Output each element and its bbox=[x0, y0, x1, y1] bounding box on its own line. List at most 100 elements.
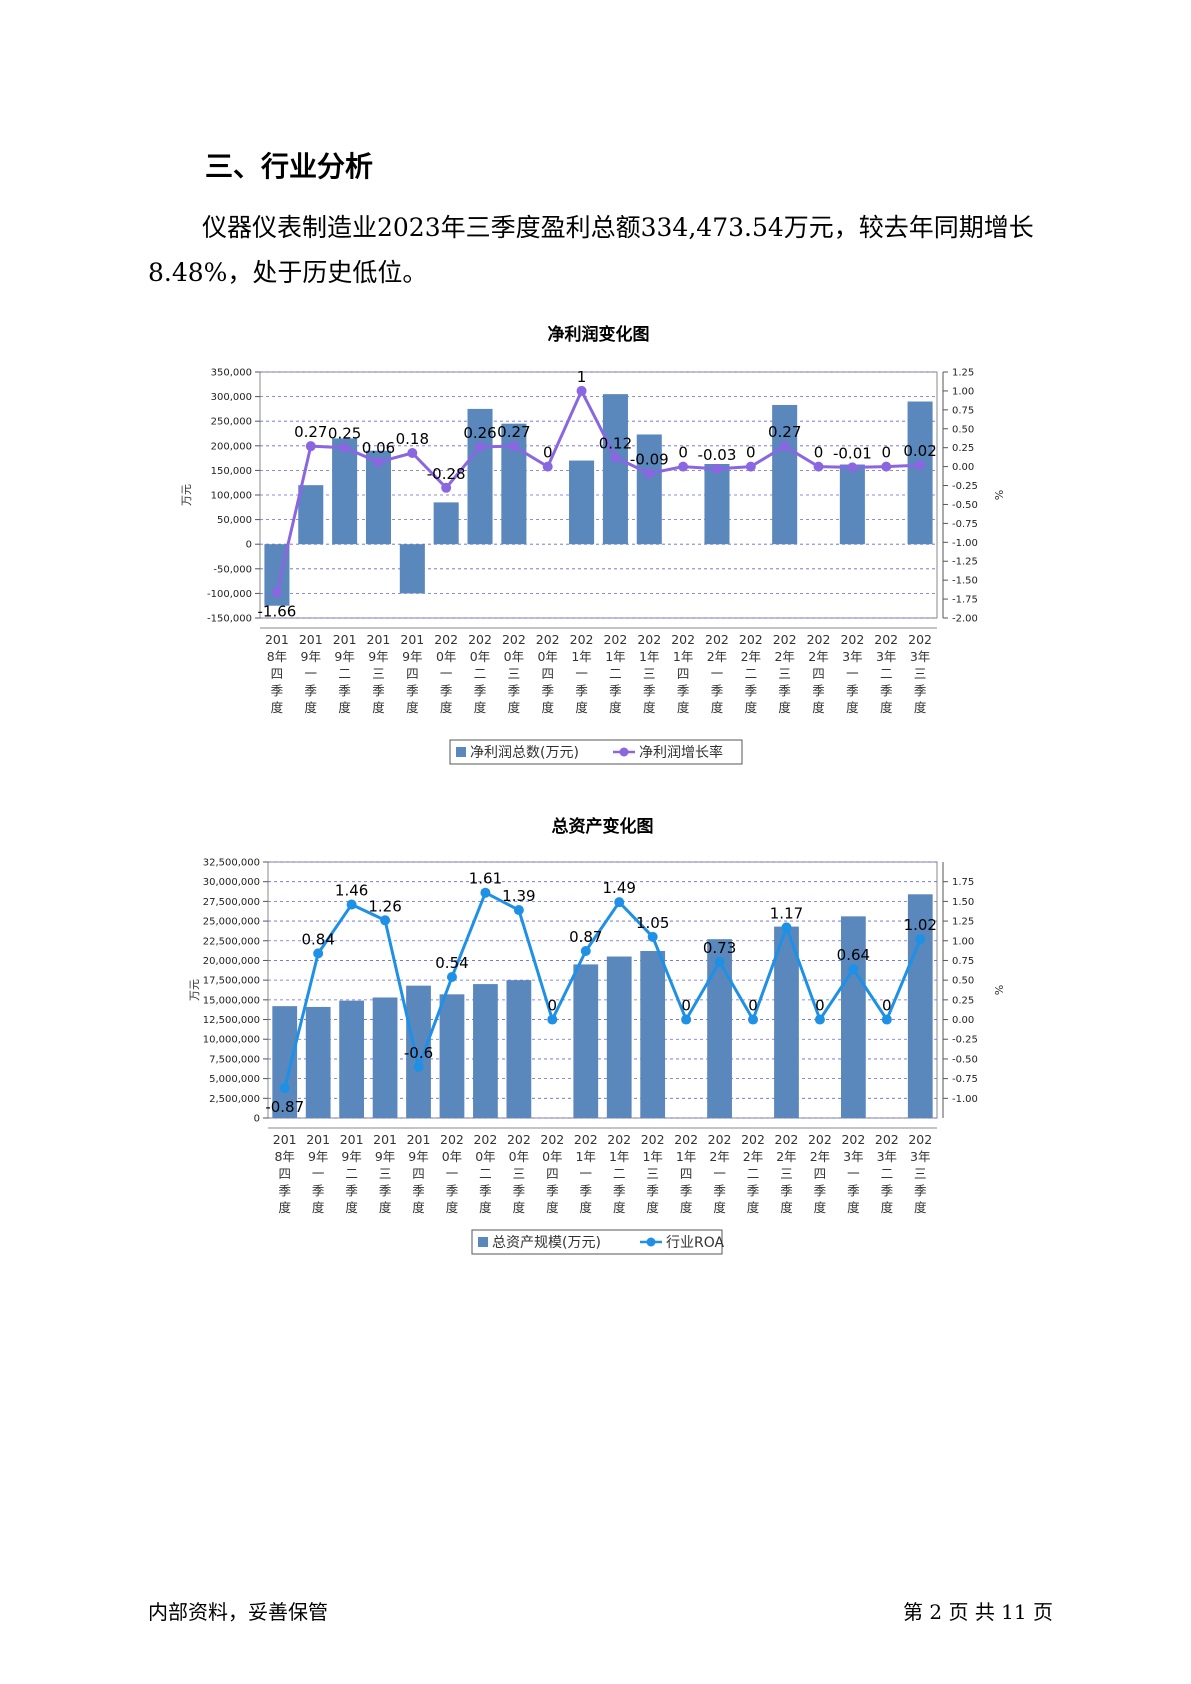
legend-line-label: 行业ROA bbox=[666, 1235, 725, 1251]
net-profit-chart: 净利润变化图 -150,000 -100,000 -50,000 0 50,000 100,… bbox=[180, 324, 1005, 765]
data-label: 1.49 bbox=[603, 879, 636, 897]
y2-tick-label: -0.25 bbox=[952, 1035, 978, 1046]
data-label: 0.84 bbox=[301, 930, 334, 948]
y2-tick-label: 0.50 bbox=[952, 976, 974, 987]
x-tick-label: 202 1年二季度 bbox=[603, 632, 627, 715]
line-point-11 bbox=[610, 452, 621, 463]
legend-bar-label: 总资产规模(万元) bbox=[492, 1235, 601, 1251]
y-tick-label: -50,000 bbox=[213, 564, 252, 575]
line-point-8 bbox=[513, 905, 524, 916]
x-tick-label: 202 1年一季度 bbox=[570, 632, 594, 715]
data-label: 0.27 bbox=[497, 423, 530, 441]
x-tick-label: 202 3年一季度 bbox=[840, 632, 864, 715]
y-tick-label: 0 bbox=[254, 1114, 260, 1125]
legend-box bbox=[471, 1229, 723, 1255]
x-tick-label: 202 1年三季度 bbox=[641, 1132, 665, 1215]
y2-tick-label: 1.00 bbox=[952, 936, 974, 947]
line-series bbox=[275, 389, 921, 593]
line-point-18 bbox=[848, 964, 859, 975]
y2-tick-label: -1.50 bbox=[952, 576, 978, 587]
x-tick-label: 202 1年一季度 bbox=[574, 1132, 598, 1215]
line-point-14 bbox=[714, 957, 725, 968]
y-tick-label: 350,000 bbox=[211, 368, 252, 379]
x-tick-label: 202 0年二季度 bbox=[468, 632, 492, 715]
x-tick-label: 202 2年一季度 bbox=[708, 1132, 732, 1215]
line-series bbox=[283, 891, 922, 1089]
legend-line-label: 净利润增长率 bbox=[639, 744, 723, 761]
y-tick-label: 7,500,000 bbox=[209, 1054, 260, 1065]
x-tick-label: 202 3年一季度 bbox=[841, 1132, 865, 1215]
x-tick-label: 202 3年二季度 bbox=[875, 1132, 899, 1215]
line-point-4 bbox=[380, 915, 391, 926]
y-tick-label: 0 bbox=[246, 540, 252, 551]
bar-12 bbox=[636, 434, 662, 545]
line-point-5 bbox=[407, 447, 418, 458]
bar-5 bbox=[399, 544, 425, 594]
x-tick-label: 202 2年二季度 bbox=[741, 1132, 765, 1215]
y-tick-label: 17,500,000 bbox=[203, 976, 260, 987]
bar-18 bbox=[840, 916, 866, 1118]
line-point-2 bbox=[313, 948, 324, 959]
data-label: -0.87 bbox=[265, 1098, 304, 1116]
bar-6 bbox=[439, 994, 465, 1118]
data-label: 0.25 bbox=[328, 425, 361, 443]
bar-20 bbox=[907, 894, 933, 1118]
bar-11 bbox=[606, 956, 632, 1118]
data-label: 1.17 bbox=[770, 904, 803, 922]
line-point-9 bbox=[547, 1014, 558, 1025]
line-point-7 bbox=[480, 887, 491, 898]
x-tick-label: 202 0年二季度 bbox=[473, 1132, 497, 1215]
data-label: 1 bbox=[577, 368, 587, 386]
y-tick-label: 20,000,000 bbox=[203, 956, 260, 967]
line-point-1 bbox=[279, 1083, 290, 1094]
y-tick-label: 5,000,000 bbox=[209, 1074, 260, 1085]
x-tick-label: 202 1年四季度 bbox=[674, 1132, 698, 1215]
line-point-9 bbox=[542, 461, 553, 472]
analysis-paragraph: 仪器仪表制造业2023年三季度盈利总额334,473.54万元，较去年同期增长8… bbox=[148, 213, 1034, 287]
legend-bar-swatch bbox=[456, 747, 466, 757]
y2-tick-label: -0.25 bbox=[952, 481, 978, 492]
data-label: -0.03 bbox=[698, 446, 737, 464]
data-label: 0 bbox=[678, 444, 688, 462]
y-tick-label: 10,000,000 bbox=[203, 1035, 260, 1046]
footer-confidential: 内部资料，妥善保管 bbox=[148, 1600, 328, 1624]
y-axis-label: 万元 bbox=[188, 979, 201, 1001]
data-label: 0.06 bbox=[362, 439, 395, 457]
line-point-15 bbox=[745, 461, 756, 472]
line-point-10 bbox=[576, 385, 587, 396]
line-point-17 bbox=[814, 1014, 825, 1025]
data-label: 0.64 bbox=[837, 946, 870, 964]
chart-title: 净利润变化图 bbox=[548, 324, 650, 345]
y2-tick-label: -1.25 bbox=[952, 557, 978, 568]
plot-frame bbox=[267, 861, 938, 1119]
x-tick-label: 202 2年三季度 bbox=[775, 1132, 799, 1215]
bar-4 bbox=[372, 997, 398, 1118]
data-label: 0.12 bbox=[599, 435, 632, 453]
section-title: 三、行业分析 bbox=[205, 150, 374, 183]
line-point-18 bbox=[847, 462, 858, 473]
bar-6 bbox=[433, 502, 459, 545]
y-tick-label: 32,500,000 bbox=[203, 858, 260, 869]
bar-3 bbox=[339, 1000, 365, 1118]
data-label: 0 bbox=[748, 997, 758, 1015]
line-point-12 bbox=[647, 931, 658, 942]
line-point-10 bbox=[580, 946, 591, 957]
x-tick-label: 202 1年三季度 bbox=[637, 632, 661, 715]
y-tick-label: -150,000 bbox=[207, 614, 252, 625]
data-label: 0.02 bbox=[903, 442, 936, 460]
line-point-19 bbox=[881, 461, 892, 472]
x-tick-label: 201 9年三季度 bbox=[367, 632, 391, 715]
bar-14 bbox=[707, 939, 732, 1118]
legend-box bbox=[449, 739, 743, 765]
y2-tick-label: -2.00 bbox=[952, 614, 978, 625]
footer-page-number: 第 2 页 共 11 页 bbox=[903, 1600, 1053, 1624]
y2-tick-label: -1.00 bbox=[952, 538, 978, 549]
data-label: -1.66 bbox=[258, 602, 297, 620]
line-point-1 bbox=[271, 587, 282, 598]
data-label: 1.02 bbox=[904, 916, 937, 934]
y2-tick-label: -0.75 bbox=[952, 1074, 978, 1085]
data-label: 0 bbox=[746, 444, 756, 462]
line-point-5 bbox=[413, 1061, 424, 1072]
y2-tick-label: 1.00 bbox=[952, 386, 974, 397]
x-tick-label: 201 8年四季度 bbox=[265, 632, 289, 715]
